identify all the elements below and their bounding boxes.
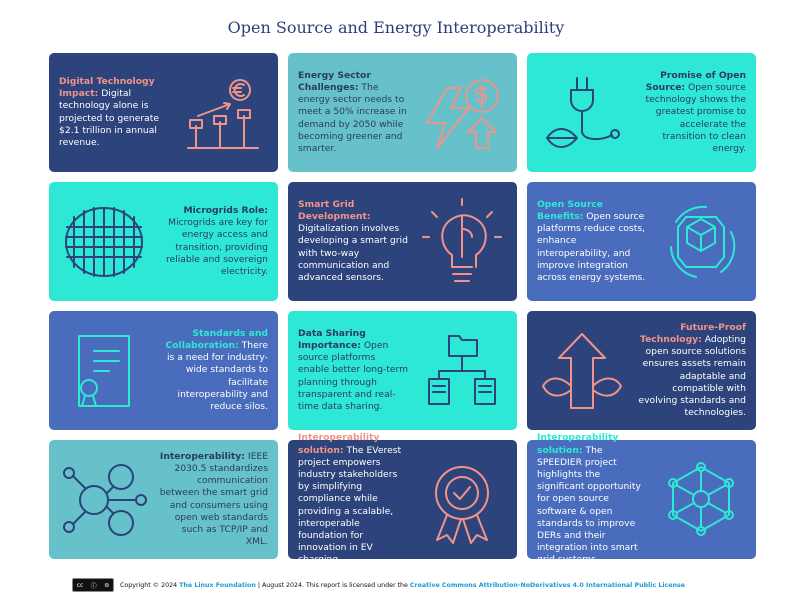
- folder-hierarchy-icon: [417, 326, 507, 416]
- card-heading: Microgrids Role:: [183, 204, 268, 216]
- info-card: Data Sharing Importance: Open source pla…: [288, 311, 517, 430]
- info-card: Interoperability solution: The SPEEDIER …: [527, 432, 756, 565]
- card-text: Standards and Collaboration: There is a …: [157, 327, 269, 413]
- info-card: Smart Grid Development: Digitalization i…: [288, 182, 517, 301]
- card-heading: Digital Technology Impact:: [59, 75, 155, 100]
- lightbulb-brain-icon: [417, 197, 507, 287]
- card-body: Open source platforms enable better long…: [298, 339, 409, 412]
- card-text: Smart Grid Development: Digitalization i…: [298, 199, 409, 284]
- card-text: Digital Technology Impact: Digital techn…: [59, 76, 170, 149]
- hexagon-network-icon: [656, 455, 746, 545]
- card-body: The energy sector needs to meet a 50% in…: [298, 81, 407, 154]
- card-heading: Standards and Collaboration:: [165, 327, 269, 351]
- card-text: Interoperability: IEEE 2030.5 standardiz…: [157, 451, 268, 549]
- gear-cube-cycle-icon: [656, 197, 746, 287]
- info-card: Future-Proof Technology: Adopting open s…: [527, 311, 756, 430]
- grid-mesh-icon: [59, 197, 149, 287]
- card-body: Open source platforms reduce costs, enha…: [537, 210, 646, 283]
- card-text: Interoperability solution: The EVerest p…: [298, 432, 409, 566]
- user-network-icon: [59, 455, 149, 545]
- info-card: Energy Sector Challenges: The energy sec…: [288, 53, 517, 172]
- award-badge-icon: [417, 455, 507, 545]
- card-body: Microgrids are key for energy access and…: [165, 217, 268, 277]
- plug-leaf-icon: [537, 68, 627, 158]
- card-body: Digital technology alone is projected to…: [59, 88, 160, 148]
- card-heading: Interoperability solution:: [298, 432, 380, 456]
- lightning-dollar-up-icon: [417, 68, 507, 158]
- card-heading: Open Source Benefits:: [537, 198, 604, 222]
- card-text: Energy Sector Challenges: The energy sec…: [298, 70, 409, 155]
- info-card: Open Source Benefits: Open source platfo…: [527, 182, 756, 301]
- linux-foundation-link[interactable]: The Linux Foundation: [179, 581, 256, 589]
- card-body: The SPEEDIER project highlights the sign…: [537, 444, 641, 566]
- card-text: Microgrids Role: Microgrids are key for …: [157, 205, 268, 278]
- card-body: There is a need for industry-wide standa…: [166, 339, 268, 412]
- card-text: Interoperability solution: The SPEEDIER …: [537, 432, 648, 566]
- card-body: The EVerest project empowers industry st…: [298, 444, 402, 566]
- card-body: Open source technology shows the greates…: [645, 81, 746, 154]
- card-text: Open Source Benefits: Open source platfo…: [537, 199, 648, 284]
- info-card: Interoperability solution: The EVerest p…: [288, 432, 517, 565]
- info-card: Interoperability: IEEE 2030.5 standardiz…: [49, 440, 278, 559]
- license-link[interactable]: Creative Commons Attribution-NoDerivativ…: [409, 581, 686, 589]
- page-title: Open Source and Energy Interoperability: [227, 18, 565, 37]
- card-text: Data Sharing Importance: Open source pla…: [298, 328, 409, 413]
- card-text: Future-Proof Technology: Adopting open s…: [635, 322, 746, 420]
- card-heading: Energy Sector Challenges:: [298, 69, 371, 93]
- card-text: Promise of Open Source: Open source tech…: [635, 70, 746, 155]
- card-body: IEEE 2030.5 standardizes communication b…: [159, 450, 268, 548]
- cc-license-badge: cc ⓘ ⊜: [72, 578, 114, 592]
- card-heading: Promise of Open Source:: [645, 69, 746, 93]
- info-card: Microgrids Role: Microgrids are key for …: [49, 182, 278, 301]
- card-heading: Smart Grid Development:: [298, 198, 371, 222]
- certificate-icon: [59, 326, 149, 416]
- license-text: | August 2024. This report is licensed u…: [255, 581, 410, 589]
- card-body: Adopting open source solutions ensures a…: [638, 333, 746, 419]
- copyright-text: Copyright © 2024: [120, 581, 180, 589]
- info-card: Promise of Open Source: Open source tech…: [527, 53, 756, 172]
- card-heading: Interoperability solution:: [537, 432, 619, 456]
- info-card: Digital Technology Impact: Digital techn…: [49, 53, 278, 172]
- card-heading: Interoperability:: [159, 450, 245, 462]
- info-card: Standards and Collaboration: There is a …: [49, 311, 278, 430]
- footer: cc ⓘ ⊜ Copyright © 2024 The Linux Foundati…: [72, 578, 685, 592]
- euro-growth-plants-icon: [178, 68, 268, 158]
- card-body: Digitalization involves developing a sma…: [298, 223, 408, 283]
- card-heading: Data Sharing Importance:: [298, 327, 366, 351]
- arrow-up-leaves-icon: [537, 326, 627, 416]
- card-heading: Future-Proof Technology:: [640, 321, 746, 345]
